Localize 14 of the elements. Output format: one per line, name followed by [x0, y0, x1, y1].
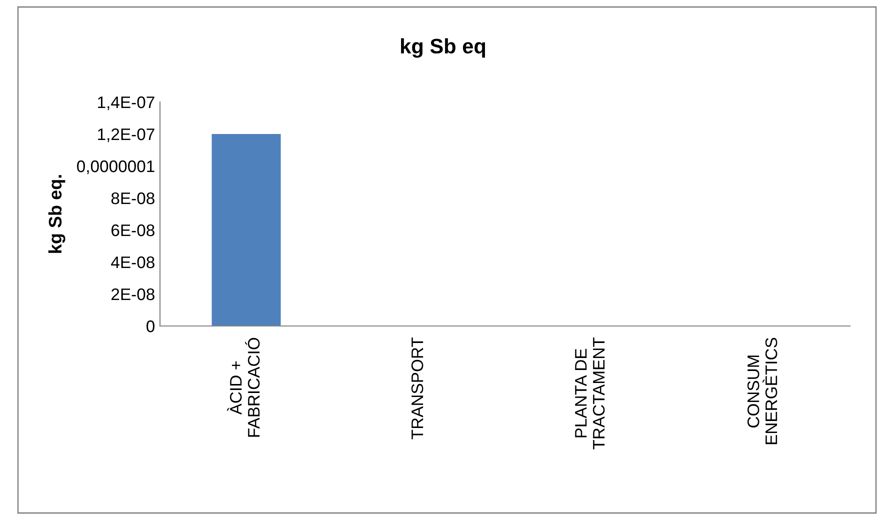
y-tick-label: 0: [146, 320, 154, 332]
y-tick-label: 1,4E-07: [98, 96, 154, 110]
y-tick-label: 6E-08: [112, 224, 154, 236]
x-tick-label: ÀCID + FABRICACIÓ: [227, 338, 260, 437]
x-tick-label: PLANTA DE TRACTAMENT: [575, 337, 605, 450]
x-tick-label: CONSUM ENERGÈTICS: [747, 338, 778, 444]
y-axis-title: kg Sb eq.: [48, 175, 66, 253]
y-tick-label: 2E-08: [112, 288, 154, 300]
y-tick-label: 8E-08: [111, 192, 154, 204]
y-tick-label: 1,2E-07: [98, 128, 154, 142]
chart-title: kg Sb eq: [401, 38, 486, 58]
y-tick-label: 4E-08: [111, 256, 154, 268]
x-tick-label: TRANSPORT: [411, 337, 424, 440]
y-tick-label: 0,0000001: [77, 160, 154, 174]
